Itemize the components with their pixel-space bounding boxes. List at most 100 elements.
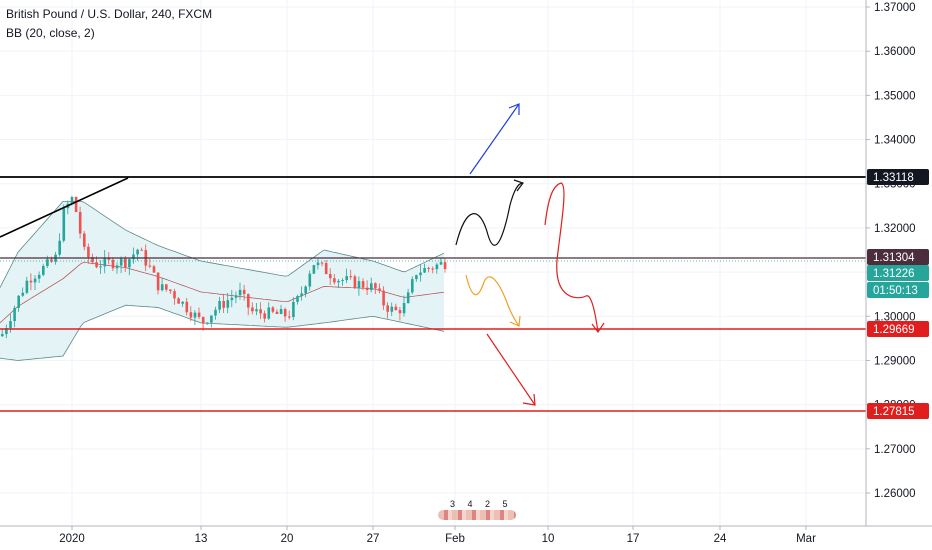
time-label-13: 13 (195, 533, 208, 545)
candle (382, 286, 385, 310)
candle (99, 260, 102, 275)
price-tag-label: 1.31226 (873, 268, 915, 280)
candle (21, 287, 25, 298)
candle (148, 258, 152, 269)
candle (210, 315, 213, 328)
candle (411, 276, 414, 295)
candle (247, 293, 250, 316)
price-tick-label: 1.36000 (874, 46, 916, 58)
candle (365, 280, 369, 295)
time-label-feb: Feb (445, 533, 465, 545)
candle (234, 291, 238, 304)
candle (394, 303, 398, 311)
trend-line[interactable] (0, 177, 129, 238)
event-counts: 3 4 2 5 (450, 499, 513, 509)
bollinger-upper-band (0, 201, 445, 288)
candle (390, 302, 394, 316)
price-tick-label: 1.32000 (874, 223, 916, 235)
reversal-arrow[interactable] (544, 182, 605, 334)
candle (1, 329, 4, 338)
time-label-24: 24 (714, 533, 727, 545)
candle (427, 266, 430, 273)
price-tag[interactable]: 1.31226 (867, 265, 929, 281)
pullback-arrow[interactable] (465, 274, 521, 327)
bearish-breakdown-arrow[interactable] (486, 333, 536, 406)
candle (406, 288, 410, 304)
time-label-2020: 2020 (59, 533, 85, 545)
time-scale-ticks (71, 526, 807, 530)
candle (345, 268, 348, 284)
price-tick-label: 1.35000 (874, 90, 916, 102)
candle (357, 276, 361, 296)
candle (13, 305, 16, 328)
candle (214, 306, 217, 320)
symbol-title[interactable]: British Pound / U.S. Dollar, 240, FXCM (6, 7, 213, 21)
candle (324, 259, 328, 275)
indicator-title[interactable]: BB (20, close, 2) (6, 26, 95, 40)
price-tag-label: 1.33118 (873, 172, 914, 184)
candle (415, 274, 418, 282)
bollinger-band-fill (0, 201, 444, 361)
candle (304, 285, 307, 298)
candle (226, 292, 230, 314)
candle (37, 271, 41, 284)
time-label-mar: Mar (796, 533, 816, 545)
price-tag[interactable]: 1.29669 (867, 321, 929, 337)
time-label-27: 27 (367, 533, 380, 545)
candle (17, 295, 20, 312)
price-tags: 1.33118 1.31304 1.31226 01:50:13 1.29669 1.27… (867, 169, 929, 419)
candle (132, 247, 135, 264)
candle (33, 275, 37, 290)
candle (5, 324, 8, 339)
candle (431, 266, 435, 274)
candle (398, 307, 402, 321)
price-tick-label: 1.27000 (874, 444, 916, 456)
bullish-breakout-arrow[interactable] (469, 103, 520, 175)
candle (259, 302, 262, 320)
candle (218, 296, 221, 314)
candle (206, 322, 209, 326)
price-tag[interactable]: 01:50:13 (867, 282, 929, 298)
candle (423, 263, 426, 273)
time-label-10: 10 (542, 533, 555, 545)
candle (361, 278, 365, 291)
candle (173, 288, 176, 305)
candle (349, 269, 353, 280)
candle (103, 250, 107, 274)
candle (271, 306, 275, 314)
bullish-retest-arrow[interactable] (455, 179, 524, 246)
candle (308, 270, 312, 291)
chart-legend[interactable]: British Pound / U.S. Dollar, 240, FXCM B… (6, 5, 212, 43)
candle (238, 282, 242, 300)
candle (62, 204, 66, 243)
candle (333, 273, 336, 285)
candle (439, 258, 443, 266)
candle (296, 294, 299, 305)
candle (283, 307, 287, 322)
price-tick-label: 1.26000 (874, 488, 916, 500)
economic-events-widget[interactable]: 3 4 2 5 (438, 499, 518, 522)
candle (288, 310, 291, 320)
price-tick-label: 1.34000 (874, 135, 916, 147)
flag-icon (438, 510, 516, 520)
candle (181, 301, 184, 307)
time-scale[interactable] (0, 526, 866, 550)
candle (263, 310, 266, 323)
candle (337, 279, 340, 289)
price-tick-label: 1.29000 (874, 355, 916, 367)
candle (115, 262, 119, 274)
price-tag[interactable]: 1.31304 (867, 249, 929, 265)
candle (197, 307, 201, 320)
price-tag-label: 1.31304 (873, 252, 915, 264)
candle (193, 309, 197, 325)
candle (165, 283, 168, 292)
price-tick-label: 1.37000 (874, 2, 916, 14)
candle (140, 247, 143, 251)
candle (230, 290, 234, 308)
price-tag[interactable]: 1.27815 (867, 403, 929, 419)
price-tag[interactable]: 1.33118 (867, 169, 929, 185)
candle (83, 230, 86, 251)
candle (292, 297, 295, 321)
price-tick-label: 1.30000 (874, 311, 916, 323)
